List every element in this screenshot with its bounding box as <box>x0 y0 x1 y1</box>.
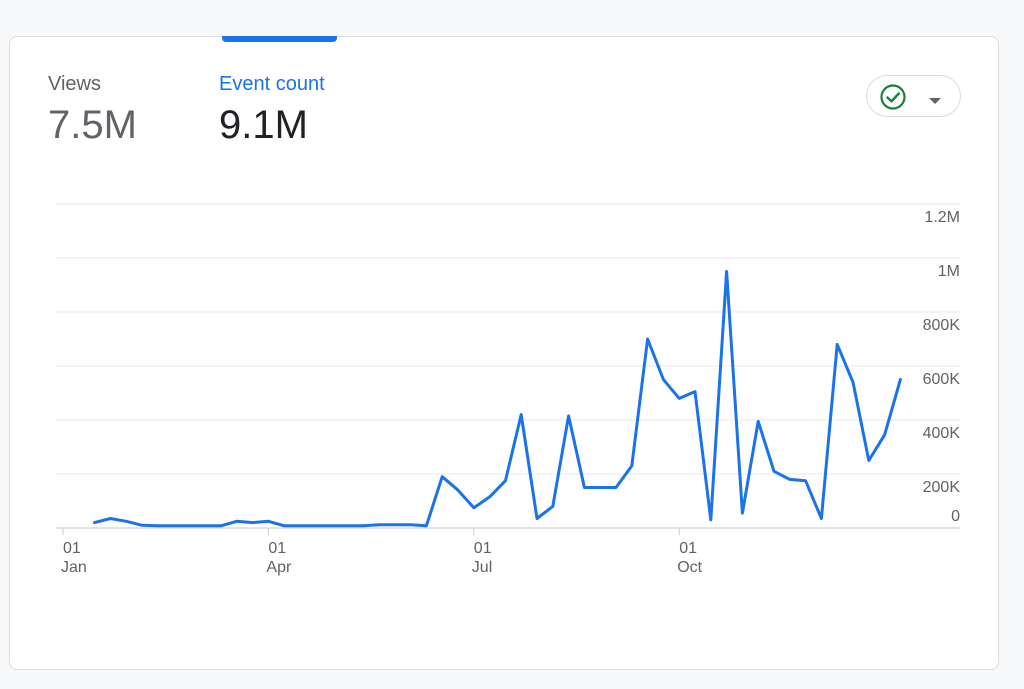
y-tick-label: 800K <box>923 317 961 334</box>
check-circle-icon <box>879 83 907 116</box>
x-tick-month-label: Apr <box>266 559 292 576</box>
metric-tab-views[interactable]: Views 7.5M <box>48 72 137 148</box>
caret-down-icon <box>928 92 942 110</box>
y-tick-label: 0 <box>951 508 960 525</box>
x-tick-day-label: 01 <box>679 540 697 557</box>
y-tick-label: 400K <box>923 425 961 442</box>
x-tick-month-label: Oct <box>677 559 702 576</box>
metric-label: Views <box>48 73 101 95</box>
metric-tab-event-count[interactable]: Event count 9.1M <box>219 72 325 148</box>
y-tick-label: 600K <box>923 371 961 388</box>
y-tick-label: 200K <box>923 479 961 496</box>
metric-value: 9.1M <box>219 103 308 147</box>
active-tab-indicator <box>222 36 337 42</box>
x-tick-month-label: Jul <box>472 559 492 576</box>
x-tick-day-label: 01 <box>63 540 81 557</box>
x-tick-day-label: 01 <box>268 540 286 557</box>
chart-card <box>9 36 999 670</box>
y-tick-label: 1.2M <box>924 209 960 226</box>
y-axis-ticks: 0 200K 400K 600K 800K 1M 1.2M <box>923 209 961 525</box>
metric-value: 7.5M <box>48 103 137 147</box>
x-axis-ticks: 01 Jan 01 Apr 01 Jul 01 Oct <box>61 528 703 576</box>
x-tick-month-label: Jan <box>61 559 87 576</box>
x-tick-day-label: 01 <box>474 540 492 557</box>
series-layer <box>93 270 902 528</box>
compare-dropdown-button[interactable] <box>866 75 961 117</box>
event-count-series-line <box>93 270 902 528</box>
y-tick-label: 1M <box>938 263 960 280</box>
metric-label: Event count <box>219 73 325 95</box>
